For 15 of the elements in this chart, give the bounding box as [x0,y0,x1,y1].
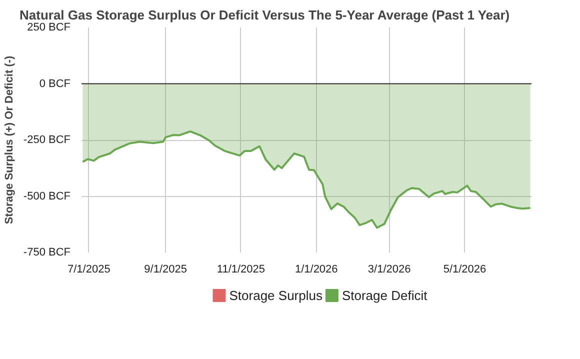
y-tick-label: 250 BCF [27,22,71,34]
x-tick-label: 7/1/2025 [68,264,110,276]
x-tick-label: 5/1/2026 [443,264,486,276]
x-tick-label: 3/1/2026 [368,264,411,276]
x-tick-label: 9/1/2025 [144,264,187,276]
y-axis-title: Storage Surplus (+) Or Deficit (-) [3,55,16,224]
x-tick-label: 1/1/2026 [294,264,338,276]
legend-label: Storage Deficit [342,288,428,303]
y-tick-label: -500 BCF [23,190,71,202]
y-tick-label: 0 BCF [39,78,71,90]
x-tick-label: 11/1/2025 [216,264,266,276]
legend-label: Storage Surplus [229,288,323,303]
y-tick-label: -250 BCF [23,134,71,146]
chart-title: Natural Gas Storage Surplus Or Deficit Versus The 5-Year Average (Past 1 Year) [20,8,510,22]
y-tick-label: -750 BCF [23,246,71,258]
